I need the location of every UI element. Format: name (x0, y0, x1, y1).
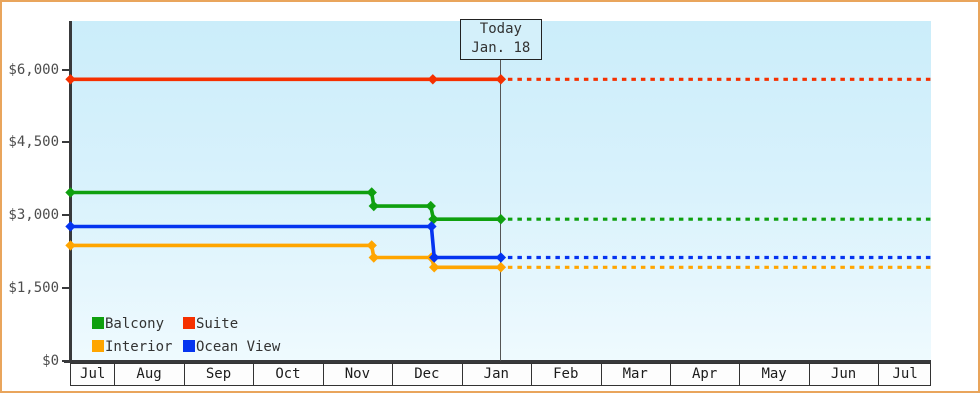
legend-swatch (92, 317, 104, 329)
month-divider (322, 364, 324, 385)
data-point-marker-ocean-view (65, 221, 76, 232)
data-point-marker-interior (65, 240, 76, 251)
month-label: Jul (80, 366, 106, 382)
legend: Balcony Suite Interior Ocean View (92, 313, 280, 359)
y-tick-mark (62, 141, 69, 144)
price-line-balcony (70, 190, 501, 221)
month-divider (253, 364, 255, 385)
today-marker-line (500, 60, 502, 361)
data-point-marker-suite (427, 74, 439, 85)
data-point-marker-balcony (368, 200, 379, 212)
month-divider (739, 364, 741, 385)
data-point-marker-interior (368, 252, 379, 263)
today-label-line1: Today (479, 21, 522, 37)
month-label: Mar (622, 366, 648, 382)
month-label: Jul (892, 366, 918, 382)
month-label: Oct (275, 366, 301, 382)
month-label: Dec (414, 366, 440, 382)
data-point-marker-ocean-view (429, 252, 440, 263)
month-divider (461, 364, 463, 385)
data-point-marker-balcony (366, 187, 377, 198)
month-divider (114, 364, 116, 385)
y-tick-mark (62, 214, 69, 217)
month-label: Aug (136, 366, 162, 382)
data-point-marker-interior (495, 262, 507, 273)
y-tick-mark (62, 287, 69, 290)
y-tick-label: $3,000 (8, 207, 59, 224)
data-point-marker-suite (495, 74, 507, 85)
y-tick-mark (62, 360, 69, 362)
month-divider (392, 364, 394, 385)
month-divider (669, 364, 671, 385)
x-axis-line (64, 360, 931, 363)
month-divider (531, 364, 533, 385)
data-point-marker-balcony (495, 213, 507, 225)
legend-item-ocean-view: Ocean View (183, 336, 280, 359)
data-point-marker-interior (366, 240, 377, 251)
month-label: Sep (205, 366, 232, 382)
legend-swatch (183, 317, 195, 329)
month-label: Jan (483, 366, 509, 382)
price-line-ocean-view (70, 224, 501, 260)
legend-label: Interior (105, 339, 173, 355)
today-label-box: Today Jan. 18 (459, 19, 542, 60)
legend-row: Balcony Suite (92, 313, 280, 336)
legend-label: Balcony (105, 316, 165, 332)
price-line-interior (70, 243, 501, 270)
today-label-line2: Jan. 18 (471, 40, 531, 56)
data-point-marker-ocean-view (495, 252, 507, 263)
legend-item-suite: Suite (183, 313, 238, 336)
month-divider (808, 364, 810, 385)
month-label: Nov (344, 366, 371, 382)
month-divider (183, 364, 185, 385)
data-point-marker-suite (65, 74, 76, 85)
y-tick-label: $6,000 (8, 61, 59, 78)
y-tick-label: $4,500 (8, 134, 59, 151)
x-axis-month-strip: Jul Aug Sep Oct Nov Dec Jan Feb Mar Apr May Jun Jul (70, 363, 931, 386)
data-point-marker-balcony (65, 187, 76, 198)
legend-item-interior: Interior (92, 336, 183, 359)
data-point-marker-ocean-view (426, 221, 437, 232)
legend-swatch (92, 340, 104, 352)
legend-swatch (183, 340, 195, 352)
month-label: Feb (553, 366, 579, 382)
y-tick-label: $1,500 (8, 280, 59, 297)
data-point-marker-balcony (425, 200, 436, 212)
legend-label: Ocean View (196, 339, 281, 355)
month-label: Jun (830, 366, 857, 382)
month-divider (600, 364, 602, 385)
month-label: May (761, 366, 787, 382)
month-label: Apr (692, 366, 718, 382)
legend-row: Interior Ocean View (92, 336, 280, 359)
data-point-marker-interior (429, 262, 440, 273)
month-divider (878, 364, 880, 385)
legend-label: Suite (196, 316, 239, 332)
y-tick-mark (62, 68, 69, 71)
data-point-marker-balcony (428, 213, 439, 225)
y-tick-label: $0 (42, 353, 59, 369)
legend-item-balcony: Balcony (92, 313, 183, 336)
